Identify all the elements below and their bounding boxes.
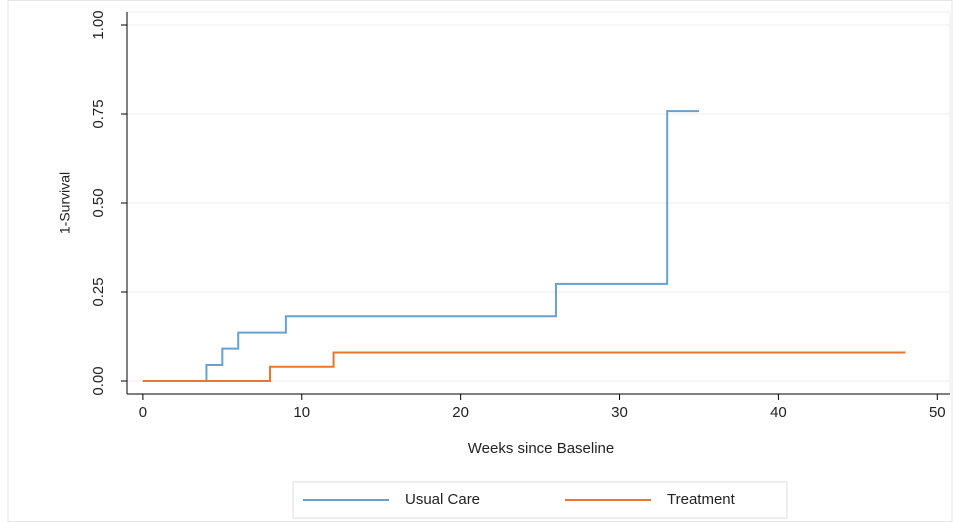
legend-label: Usual Care <box>405 491 480 508</box>
y-tick-label: 0.50 <box>90 188 107 217</box>
y-axis-title: 1-Survival <box>57 172 73 234</box>
legend-label: Treatment <box>667 491 736 508</box>
x-tick-label: 0 <box>139 404 147 421</box>
y-tick-label: 0.25 <box>90 277 107 306</box>
x-axis-title: Weeks since Baseline <box>468 440 614 457</box>
x-tick-label: 50 <box>929 404 946 421</box>
y-tick-label: 0.00 <box>90 366 107 395</box>
x-tick-label: 40 <box>770 404 787 421</box>
step-line <box>142 351 906 383</box>
y-tick-label: 1.00 <box>90 10 107 39</box>
x-tick-label: 30 <box>611 404 628 421</box>
y-tick-label: 0.75 <box>90 99 107 128</box>
x-tick-label: 10 <box>293 404 310 421</box>
x-tick-label: 20 <box>452 404 469 421</box>
step-line <box>142 110 699 383</box>
